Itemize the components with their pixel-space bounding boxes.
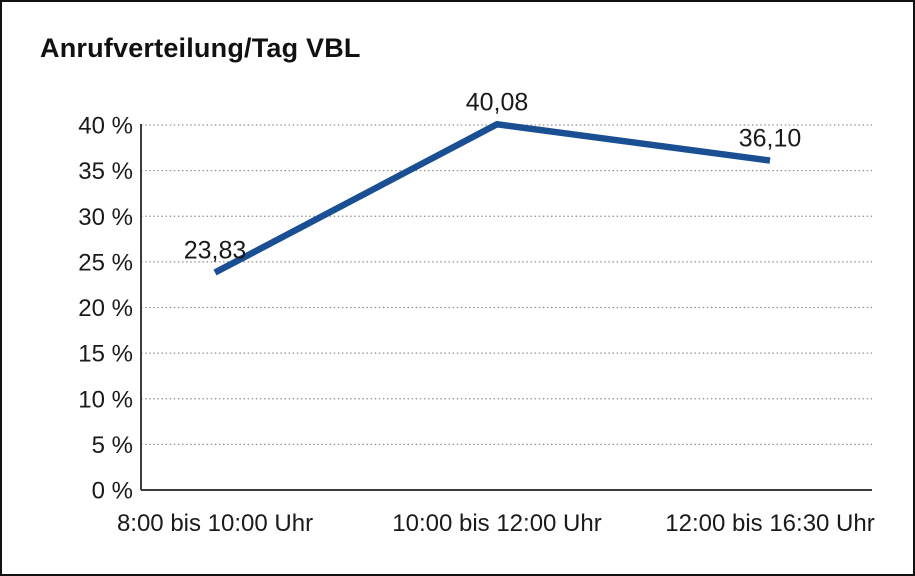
y-axis-tick-label: 20 %: [78, 295, 133, 322]
x-axis-category-label: 12:00 bis 16:30 Uhr: [665, 510, 874, 537]
y-axis-tick-label: 40 %: [78, 113, 133, 140]
data-series-line: [213, 120, 771, 276]
y-axis-tick-label: 10 %: [78, 386, 133, 413]
y-axis-tick-label: 5 %: [92, 432, 133, 459]
y-axis-tick-label: 30 %: [78, 204, 133, 231]
data-point-label: 40,08: [466, 88, 529, 116]
y-axis-tick-label: 0 %: [92, 478, 133, 505]
y-axis-tick-label: 25 %: [78, 249, 133, 276]
chart-title: Anrufverteilung/Tag VBL: [40, 33, 361, 63]
y-axis-tick-label: 35 %: [78, 158, 133, 185]
y-axis-tick-label: 15 %: [78, 341, 133, 368]
x-axis-category-label: 8:00 bis 10:00 Uhr: [117, 510, 313, 537]
x-axis-category-label: 10:00 bis 12:00 Uhr: [392, 510, 601, 537]
data-point-label: 36,10: [739, 125, 802, 153]
data-point-label: 23,83: [184, 237, 247, 265]
